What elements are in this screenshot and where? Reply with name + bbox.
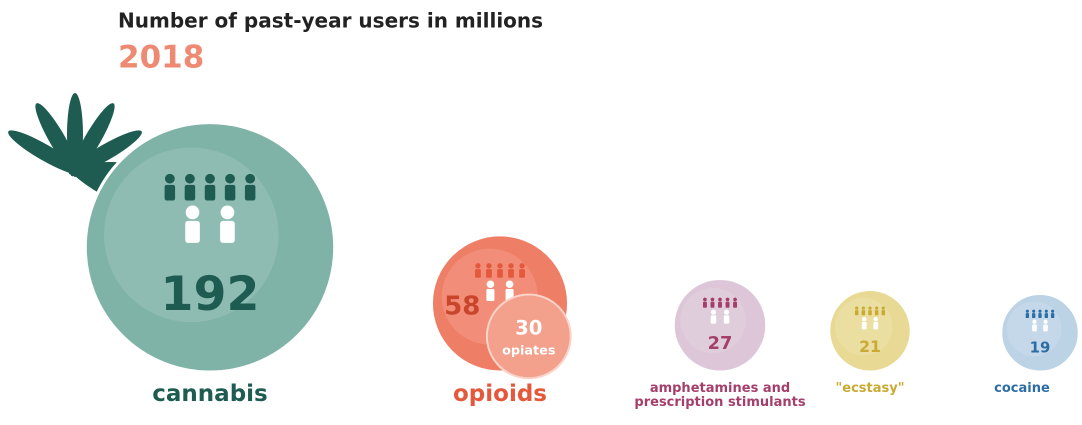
person-icon: [1044, 309, 1048, 313]
person-icon: [723, 315, 730, 324]
person-icon: [164, 173, 175, 184]
person-icon: [184, 184, 196, 201]
chart-subtitle: 2018: [118, 40, 204, 76]
person-icon: [725, 301, 730, 308]
person-icon: [245, 173, 256, 184]
person-icon: [718, 301, 722, 308]
person-icon: [1025, 309, 1029, 313]
person-icon: [1032, 309, 1036, 313]
person-icon: [873, 316, 879, 322]
value-label: 27: [708, 334, 733, 354]
person-icon: [508, 263, 514, 269]
category-label: "ecstasy": [835, 381, 905, 396]
person-icon: [1044, 313, 1048, 319]
person-icon: [710, 297, 715, 302]
person-icon: [220, 205, 235, 220]
person-icon: [854, 310, 859, 316]
person-icon: [497, 269, 503, 278]
person-icon: [868, 310, 872, 316]
bubble: [83, 121, 337, 374]
leaf-icon: [8, 130, 82, 175]
person-icon: [1032, 319, 1037, 324]
person-icon: [185, 220, 200, 243]
person-icon: [220, 220, 235, 243]
person-icon: [718, 297, 722, 302]
person-icon: [486, 269, 492, 278]
category-label: cocaine: [994, 381, 1050, 396]
bubble: [827, 288, 913, 374]
person-icon: [519, 269, 525, 278]
person-icon: [1050, 313, 1055, 319]
person-icon: [185, 205, 200, 220]
person-icon: [225, 173, 235, 184]
person-icon: [185, 173, 195, 184]
person-icon: [1043, 324, 1048, 332]
subset-value: 30: [515, 316, 542, 339]
person-icon: [205, 173, 215, 184]
value-label: 19: [1030, 338, 1051, 356]
person-icon: [703, 297, 707, 302]
value-label: 192: [161, 267, 260, 322]
category-label: cannabis: [152, 381, 268, 407]
person-icon: [505, 280, 514, 289]
person-icon: [861, 322, 867, 330]
person-icon: [861, 310, 866, 316]
value-label: 58: [444, 291, 480, 321]
person-icon: [710, 301, 715, 308]
person-icon: [881, 306, 885, 310]
person-icon: [486, 263, 492, 269]
person-icon: [868, 306, 872, 310]
person-icon: [855, 306, 859, 310]
person-icon: [710, 309, 717, 315]
person-icon: [1032, 313, 1036, 319]
value-label: 21: [859, 337, 881, 356]
person-icon: [702, 301, 707, 308]
person-icon: [204, 184, 216, 201]
person-icon: [244, 184, 256, 201]
category-label: opioids: [453, 381, 547, 407]
person-icon: [508, 269, 514, 278]
person-icon: [164, 184, 176, 201]
category-label: amphetamines and prescription stimulants: [634, 381, 806, 410]
person-icon: [861, 316, 867, 322]
subset-label: opiates: [502, 344, 556, 359]
person-icon: [475, 263, 481, 269]
leaf-icon: [70, 103, 115, 177]
person-icon: [874, 310, 879, 316]
person-icon: [486, 280, 495, 289]
person-icon: [881, 310, 886, 316]
person-icon: [1025, 313, 1030, 319]
person-icon: [475, 269, 481, 278]
person-icon: [519, 263, 525, 269]
person-icon: [861, 306, 865, 310]
person-icon: [733, 301, 738, 308]
person-icon: [1038, 313, 1042, 319]
person-icon: [1051, 309, 1055, 313]
person-icon: [723, 309, 730, 315]
person-icon: [1043, 319, 1048, 324]
person-icon: [497, 263, 503, 269]
person-icon: [710, 315, 717, 324]
person-icon: [873, 322, 879, 330]
bubble: [999, 292, 1081, 374]
chart-title: Number of past-year users in millions: [118, 9, 543, 33]
subset-bubble: [485, 293, 572, 380]
person-icon: [725, 297, 730, 302]
person-icon: [875, 306, 879, 310]
person-icon: [733, 297, 737, 302]
person-icon: [224, 184, 236, 201]
person-icon: [486, 288, 495, 302]
person-icon: [1038, 309, 1042, 313]
person-icon: [1032, 324, 1037, 332]
bubble: [671, 276, 769, 374]
